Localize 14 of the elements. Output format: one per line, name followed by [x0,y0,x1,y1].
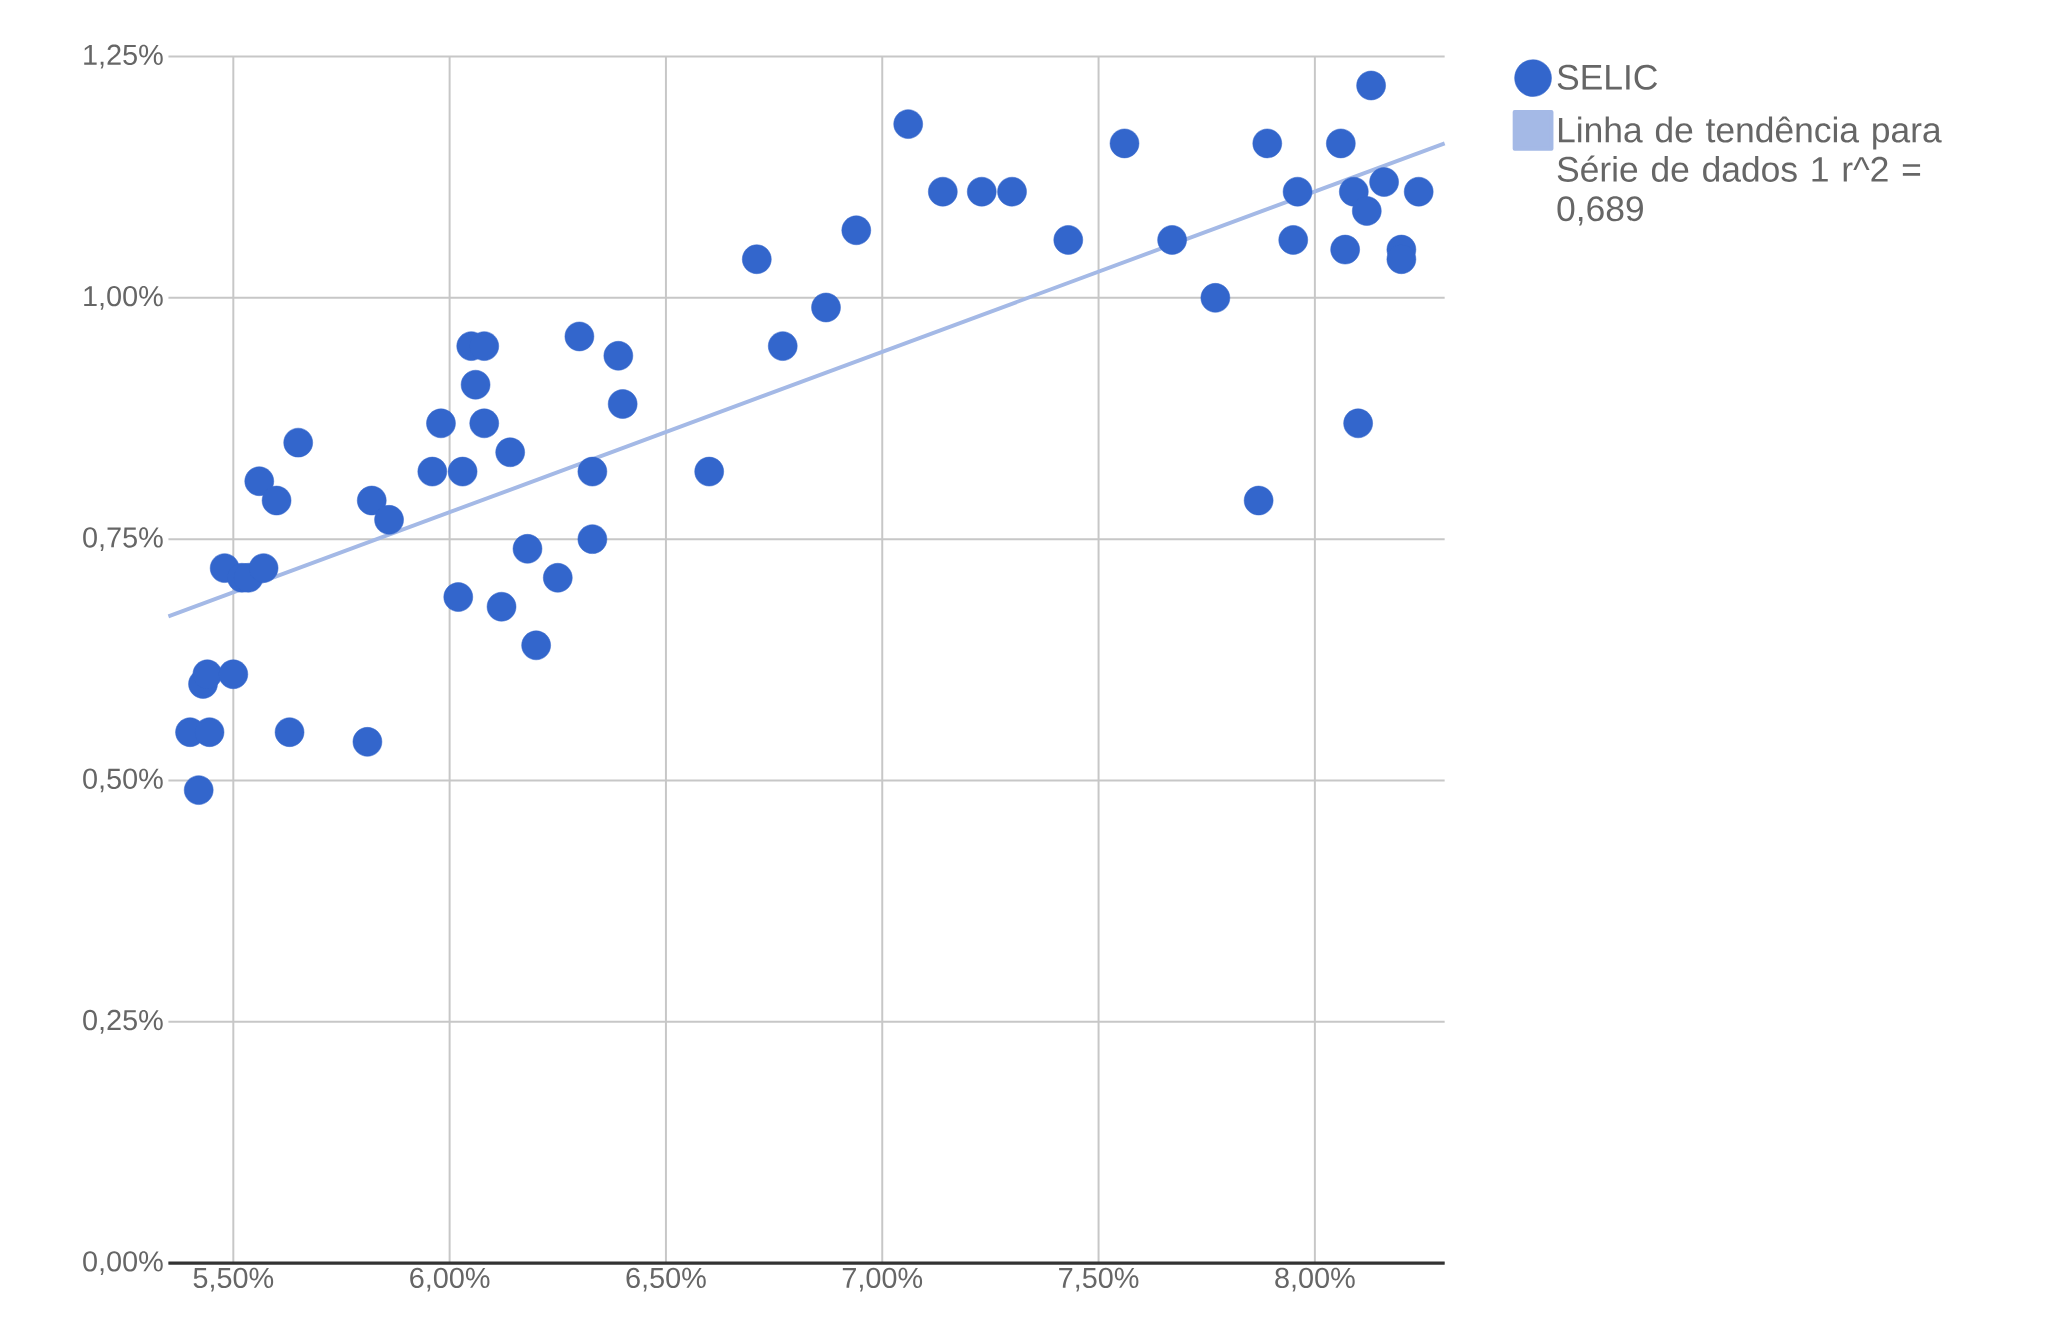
y-tick-label: 1,25% [84,44,163,69]
y-tick-label: 0,50% [83,768,163,793]
x-tick-label: 8,00% [1275,1267,1355,1292]
legend-label: Linha de tendência para Série de dados 1 r^2 = 0,689 [1557,116,1942,226]
x-tick-label: 5,50% [193,1267,274,1292]
x-tick-label: 7,00% [842,1267,923,1292]
y-tick-label: 0,75% [83,527,163,551]
x-tick-label: 7,50% [1059,1267,1139,1292]
x-tick-label: 6,00% [410,1267,490,1292]
x-tick-label: 6,50% [626,1267,706,1292]
y-tick-label: 0,25% [83,1009,163,1034]
legend-label: SELIC [1557,64,1658,90]
y-tick-label: 0,00% [83,1250,163,1275]
y-tick-label: 1,00% [84,285,163,310]
